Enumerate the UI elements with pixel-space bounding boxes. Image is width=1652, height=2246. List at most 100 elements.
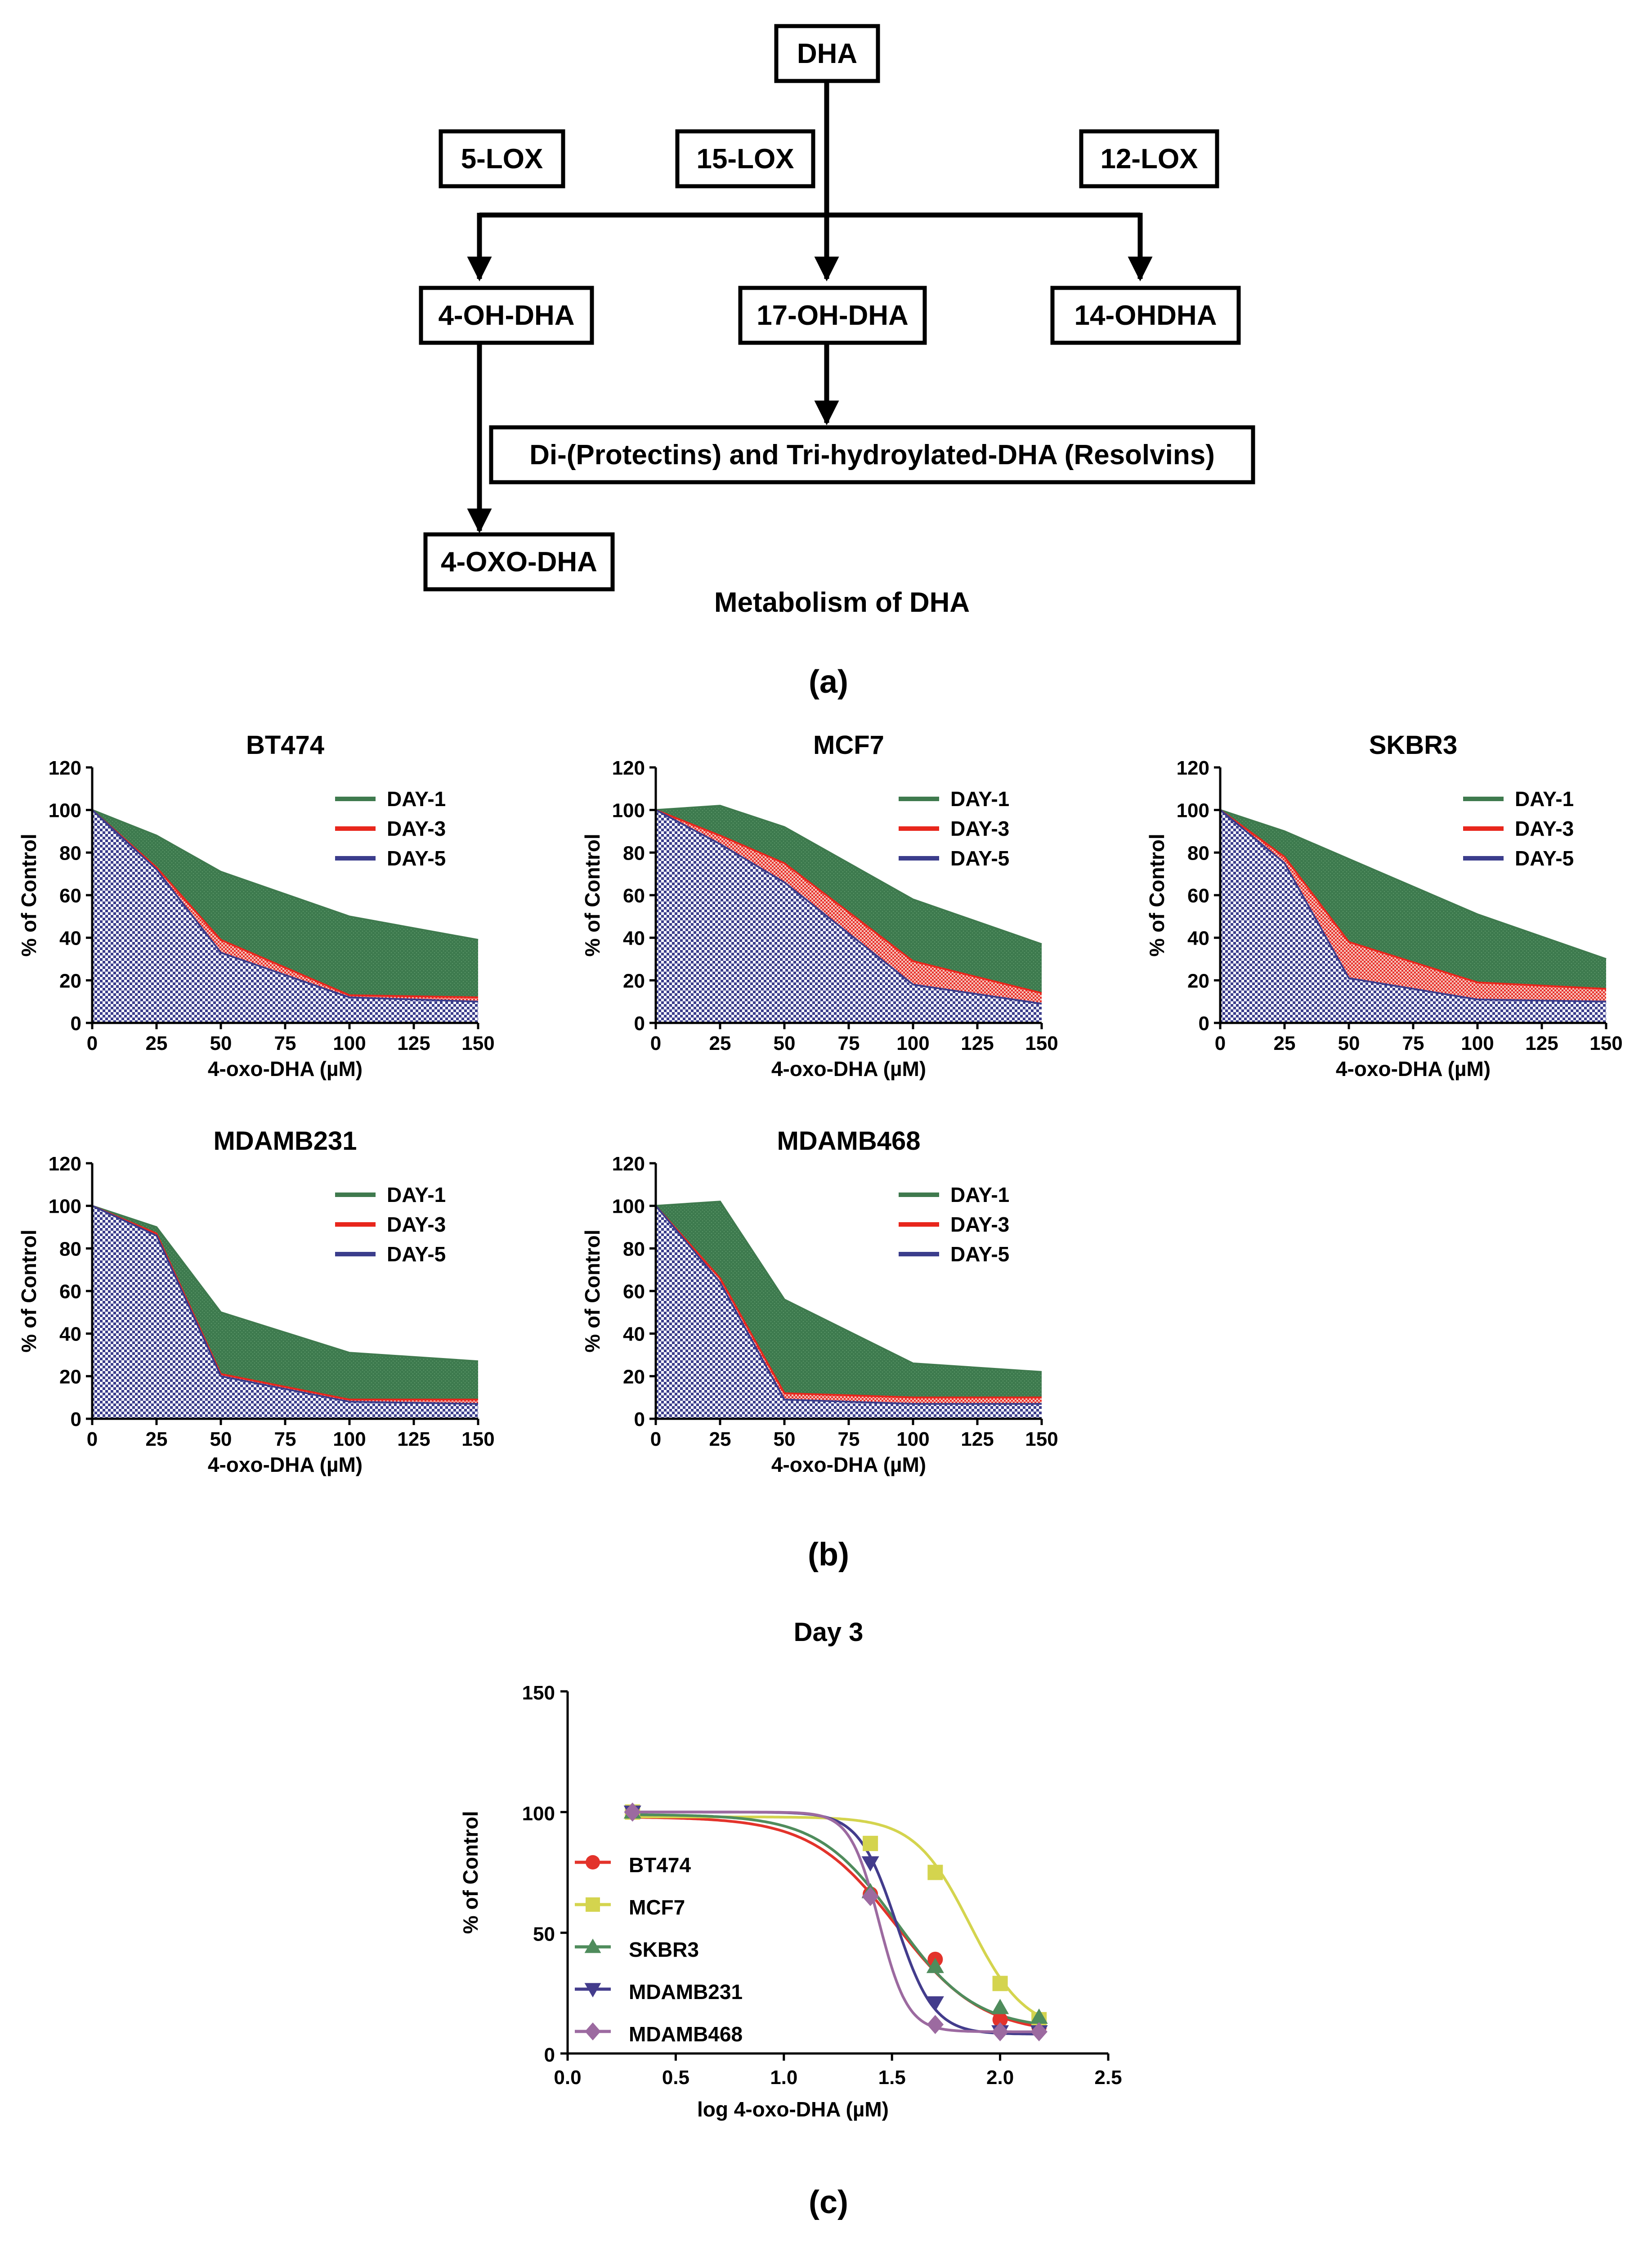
- panel-b-area-charts: 0 25 50 75 100 125 150 0 20 40 60 80 100 120 BT474 4-ox…: [17, 731, 1623, 1476]
- legend-marker-skbr3: [584, 1938, 601, 1953]
- line-bt474-series-2: [91, 809, 479, 999]
- legend-label-3: DAY-5: [387, 1242, 446, 1266]
- legend-marker-mdamb468: [585, 2022, 601, 2040]
- chart-title: MCF7: [813, 731, 884, 760]
- node-4-oxo-dha-label: 4-OXO-DHA: [441, 547, 597, 578]
- legend-label-2: DAY-3: [950, 1213, 1009, 1236]
- legend-label-2: DAY-3: [387, 1213, 446, 1236]
- line-mdamb231-series-1: [92, 1205, 479, 1363]
- x-tick-label: 125: [1525, 1032, 1558, 1054]
- diagram-title: Metabolism of DHA: [714, 587, 970, 618]
- x-tick-label: 100: [333, 1032, 366, 1054]
- y-tick-label: 120: [1177, 757, 1209, 779]
- point-mdamb231: [861, 1856, 879, 1872]
- caption-c: (c): [809, 2184, 848, 2220]
- x-tick-label: 125: [397, 1032, 430, 1054]
- node-14-ohdha-label: 14-OHDHA: [1074, 300, 1217, 331]
- area-bt474-series-3: [92, 810, 478, 1023]
- legend-label-1: DAY-1: [387, 787, 446, 811]
- y-tick-label: 80: [59, 842, 81, 864]
- legend-label-1: DAY-1: [950, 787, 1009, 811]
- x-axis-label: 4-oxo-DHA (µM): [208, 1453, 363, 1476]
- area-mdamb468-series-3: [656, 1206, 1042, 1419]
- x-tick-label: 2.5: [1094, 2067, 1122, 2089]
- line-bt474-series-3: [91, 809, 479, 1003]
- point-mcf7: [863, 1836, 878, 1851]
- chart-mdamb231: 0 25 50 75 100 125 150 0 20 40 60 80 100 120 MDAMB231 4…: [17, 1126, 495, 1476]
- y-tick-label: 60: [59, 1281, 81, 1303]
- legend-label-bt474: BT474: [629, 1853, 691, 1877]
- x-tick-label: 25: [146, 1428, 168, 1450]
- x-tick-label: 75: [838, 1032, 860, 1054]
- legend-marker-mdamb231: [584, 1983, 601, 1998]
- y-tick-label: 0: [544, 2044, 555, 2066]
- legend-label-3: DAY-5: [950, 847, 1009, 870]
- x-tick-label: 2.0: [986, 2067, 1014, 2089]
- y-axis-label: % of Control: [1145, 834, 1168, 956]
- x-tick-label: 0: [650, 1428, 661, 1450]
- legend-marker-bt474: [586, 1855, 600, 1869]
- y-tick-label: 100: [612, 800, 645, 822]
- line-skbr3-series-3: [1219, 809, 1607, 1003]
- point-mdamb231: [926, 1996, 944, 2012]
- y-tick-label: 0: [71, 1013, 81, 1035]
- chart-title: BT474: [246, 731, 324, 760]
- node-12-lox-label: 12-LOX: [1100, 143, 1198, 175]
- x-tick-label: 75: [838, 1428, 860, 1450]
- x-tick-label: 150: [1025, 1032, 1058, 1054]
- legend-label-3: DAY-5: [950, 1242, 1009, 1266]
- x-tick-label: 75: [274, 1428, 296, 1450]
- node-15-lox: 15-LOX: [675, 129, 815, 188]
- y-tick-label: 150: [522, 1682, 555, 1704]
- x-tick-label: 150: [461, 1032, 494, 1054]
- y-tick-label: 80: [59, 1238, 81, 1260]
- legend-label-mdamb468: MDAMB468: [629, 2022, 743, 2046]
- fit-curve-mdamb468: [632, 1811, 1039, 2033]
- legend-label-2: DAY-3: [387, 817, 446, 840]
- legend-marker-mcf7: [586, 1897, 600, 1912]
- y-tick-label: 0: [71, 1408, 81, 1430]
- legend-label-mdamb231: MDAMB231: [629, 1980, 743, 2004]
- x-tick-label: 75: [274, 1032, 296, 1054]
- y-tick-label: 60: [623, 1281, 645, 1303]
- point-mcf7: [927, 1865, 943, 1880]
- node-resolvins-label: Di-(Protectins) and Tri-hydroylated-DHA …: [529, 439, 1215, 471]
- x-axis-label: log 4-oxo-DHA (µM): [697, 2098, 889, 2121]
- line-mcf7-series-3: [655, 809, 1042, 1005]
- y-tick-label: 100: [522, 1802, 555, 1825]
- point-skbr3: [1030, 2008, 1048, 2024]
- x-tick-label: 50: [774, 1032, 796, 1054]
- x-tick-label: 150: [1589, 1032, 1622, 1054]
- line-skbr3-series-1: [1220, 809, 1607, 960]
- line-skbr3-series-2: [1219, 809, 1607, 990]
- x-tick-label: 125: [397, 1428, 430, 1450]
- legend-label-2: DAY-3: [950, 817, 1009, 840]
- x-tick-label: 0: [650, 1032, 661, 1054]
- chart-title: MDAMB231: [213, 1126, 357, 1156]
- x-tick-label: 0.0: [554, 2067, 581, 2089]
- y-tick-label: 20: [59, 970, 81, 992]
- x-tick-label: 50: [210, 1428, 232, 1450]
- y-tick-label: 20: [623, 970, 645, 992]
- area-skbr3-series-3: [1220, 810, 1606, 1023]
- panel-c-dose-response-chart: 0.0 0.5 1.0 1.5 2.0 2.5 0 50 100 150 Day 3 log 4-ox…: [459, 1618, 1122, 2121]
- line-mdamb468-series-1: [655, 1201, 1042, 1373]
- legend-label-1: DAY-1: [387, 1183, 446, 1206]
- x-tick-label: 50: [774, 1428, 796, 1450]
- x-tick-label: 100: [333, 1428, 366, 1450]
- legend-label-2: DAY-3: [1515, 817, 1574, 840]
- y-tick-label: 100: [1177, 800, 1209, 822]
- point-mdamb468: [991, 2022, 1009, 2041]
- y-tick-label: 100: [612, 1196, 645, 1218]
- x-axis-label: 4-oxo-DHA (µM): [208, 1057, 363, 1080]
- point-skbr3: [926, 1958, 944, 1973]
- y-tick-label: 0: [634, 1408, 645, 1430]
- point-mcf7: [992, 1976, 1008, 1991]
- panel-a-diagram: DHA 5-LOX 15-LOX 12-LOX 4-OH-DHA 17-OH-D…: [419, 24, 1255, 700]
- node-15-lox-label: 15-LOX: [696, 143, 794, 175]
- x-tick-label: 125: [961, 1032, 994, 1054]
- y-axis-label: % of Control: [581, 834, 604, 956]
- y-tick-label: 50: [533, 1923, 555, 1946]
- node-14-ohdha: 14-OHDHA: [1050, 286, 1241, 345]
